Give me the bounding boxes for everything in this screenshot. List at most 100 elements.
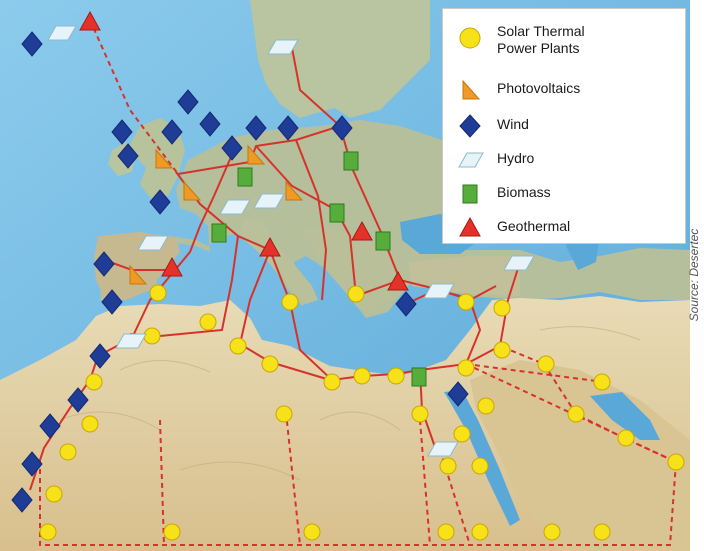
- solar-marker[interactable]: [323, 373, 341, 391]
- solar-marker[interactable]: [667, 453, 685, 471]
- biomass-marker[interactable]: [375, 231, 391, 251]
- hydro-marker[interactable]: [137, 235, 169, 251]
- hydro-marker[interactable]: [423, 283, 455, 299]
- solar-marker[interactable]: [437, 523, 455, 541]
- solar-marker[interactable]: [59, 443, 77, 461]
- solar-marker[interactable]: [457, 359, 475, 377]
- solar-marker[interactable]: [567, 405, 585, 423]
- solar-marker[interactable]: [281, 293, 299, 311]
- scandinavia-land: [250, 0, 430, 118]
- hydro-marker[interactable]: [219, 199, 251, 215]
- legend-item-geothermal: Geothermal: [443, 211, 687, 243]
- geothermal-marker[interactable]: [259, 236, 281, 257]
- solar-thermal-markers: [39, 284, 685, 541]
- wind-marker[interactable]: [177, 89, 199, 115]
- solar-marker[interactable]: [39, 523, 57, 541]
- solar-marker[interactable]: [453, 425, 471, 443]
- pv-triangle-icon: [462, 79, 481, 100]
- hydro-marker[interactable]: [427, 441, 459, 457]
- solar-marker[interactable]: [543, 523, 561, 541]
- solar-marker[interactable]: [303, 523, 321, 541]
- wind-marker[interactable]: [447, 381, 469, 407]
- hydro-marker[interactable]: [47, 25, 77, 41]
- hydro-marker[interactable]: [267, 39, 299, 55]
- solar-marker[interactable]: [163, 523, 181, 541]
- persian-gulf: [590, 392, 660, 440]
- pv-marker[interactable]: [183, 180, 202, 201]
- photovoltaic-markers: [129, 144, 304, 285]
- solar-marker[interactable]: [457, 293, 475, 311]
- solar-marker[interactable]: [81, 415, 99, 433]
- solar-marker[interactable]: [85, 373, 103, 391]
- pv-marker[interactable]: [155, 148, 174, 169]
- pv-marker[interactable]: [247, 144, 266, 165]
- wind-marker[interactable]: [245, 115, 267, 141]
- wind-marker[interactable]: [21, 31, 43, 57]
- solar-marker[interactable]: [275, 405, 293, 423]
- wind-marker[interactable]: [11, 487, 33, 513]
- solar-marker[interactable]: [537, 355, 555, 373]
- legend-item-solar-thermal: Solar Thermal Power Plants: [443, 17, 687, 61]
- solar-marker[interactable]: [411, 405, 429, 423]
- solar-marker[interactable]: [493, 299, 511, 317]
- hydro-marker[interactable]: [503, 255, 535, 271]
- solar-marker[interactable]: [471, 457, 489, 475]
- legend-label-solar-thermal: Solar Thermal Power Plants: [497, 23, 585, 57]
- wind-marker[interactable]: [221, 135, 243, 161]
- geothermal-marker[interactable]: [351, 220, 373, 241]
- solar-marker[interactable]: [593, 523, 611, 541]
- solar-marker[interactable]: [229, 337, 247, 355]
- wind-marker[interactable]: [395, 291, 417, 317]
- solar-marker[interactable]: [353, 367, 371, 385]
- wind-marker[interactable]: [111, 119, 133, 145]
- biomass-markers: [211, 151, 427, 387]
- wind-marker[interactable]: [277, 115, 299, 141]
- solar-marker[interactable]: [477, 397, 495, 415]
- hydro-marker[interactable]: [115, 333, 147, 349]
- biomass-marker[interactable]: [211, 223, 227, 243]
- biomass-marker[interactable]: [237, 167, 253, 187]
- legend-item-wind: Wind: [443, 109, 687, 141]
- wind-marker[interactable]: [93, 251, 115, 277]
- hydro-marker[interactable]: [253, 193, 285, 209]
- solar-marker[interactable]: [439, 457, 457, 475]
- solar-marker[interactable]: [347, 285, 365, 303]
- wind-marker[interactable]: [89, 343, 111, 369]
- hydro-parallelogram-icon: [458, 152, 484, 168]
- grid-lines-dashed: [39, 19, 678, 546]
- legend-label-line2: Power Plants: [497, 40, 580, 56]
- solar-marker[interactable]: [387, 367, 405, 385]
- wind-marker[interactable]: [117, 143, 139, 169]
- wind-marker[interactable]: [101, 289, 123, 315]
- solar-marker[interactable]: [45, 485, 63, 503]
- solar-marker[interactable]: [617, 429, 635, 447]
- solar-marker[interactable]: [493, 341, 511, 359]
- solar-marker[interactable]: [593, 373, 611, 391]
- biomass-square-icon: [462, 184, 478, 204]
- wind-marker[interactable]: [39, 413, 61, 439]
- pv-marker[interactable]: [285, 180, 304, 201]
- geothermal-triangle-icon: [459, 216, 481, 237]
- geothermal-marker[interactable]: [79, 10, 101, 31]
- solar-marker[interactable]: [471, 523, 489, 541]
- solar-marker[interactable]: [199, 313, 217, 331]
- wind-marker[interactable]: [67, 387, 89, 413]
- biomass-marker[interactable]: [329, 203, 345, 223]
- sun-circle-icon: [459, 27, 481, 49]
- geothermal-markers: [79, 10, 409, 291]
- wind-marker[interactable]: [149, 189, 171, 215]
- solar-marker[interactable]: [261, 355, 279, 373]
- legend: Solar Thermal Power Plants Photovoltaics…: [442, 8, 686, 244]
- geothermal-marker[interactable]: [161, 256, 183, 277]
- solar-marker[interactable]: [143, 327, 161, 345]
- solar-marker[interactable]: [149, 284, 167, 302]
- wind-marker[interactable]: [331, 115, 353, 141]
- geothermal-marker[interactable]: [387, 270, 409, 291]
- pv-marker[interactable]: [129, 264, 148, 285]
- wind-marker[interactable]: [199, 111, 221, 137]
- wind-marker[interactable]: [161, 119, 183, 145]
- biomass-marker[interactable]: [411, 367, 427, 387]
- wind-marker[interactable]: [21, 451, 43, 477]
- biomass-marker[interactable]: [343, 151, 359, 171]
